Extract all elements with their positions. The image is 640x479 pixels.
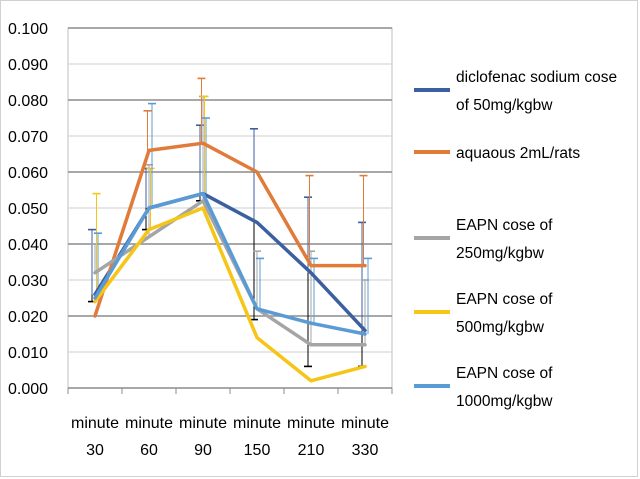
legend-label: EAPN cose of 250mg/kgbw [456,217,553,262]
x-tick-label: minute 330 [341,415,389,459]
y-tick-label: 0.080 [8,93,48,110]
legend-label: EAPN cose of 1000mg/kgbw [456,365,553,410]
y-tick-label: 0.070 [8,129,48,146]
x-tick-label: minute 90 [179,415,227,459]
error-bars [88,77,372,368]
legend-label: EAPN cose of 500mg/kgbw [456,291,553,336]
legend-label: aquaous 2mL/rats [456,145,580,162]
x-tick-label: minute 150 [233,415,281,459]
series-line-4 [93,206,367,383]
y-tick-label: 0.090 [8,57,48,74]
x-tick-label: minute 60 [125,415,173,459]
y-tick-label: 0.100 [8,21,48,38]
y-tick-label: 0.060 [8,165,48,182]
series-line-5 [93,191,367,336]
series-lines [93,141,367,383]
series-line-1 [93,191,367,333]
y-tick-label: 0.010 [8,345,48,362]
y-tick-label: 0.040 [8,237,48,254]
legend-label: diclofenac sodium cose of 50mg/kgbw [456,69,617,114]
x-tick-label: minute 30 [71,415,119,459]
gridlines [67,27,393,394]
x-tick-label: minute 210 [287,415,335,459]
y-tick-label: 0.030 [8,273,48,290]
y-tick-label: 0.020 [8,309,48,326]
y-tick-label: 0.000 [8,381,48,398]
legend: diclofenac sodium cose of 50mg/kgbw aquaou… [414,69,617,410]
y-tick-label: 0.050 [8,201,48,218]
series-line-2 [93,141,367,318]
y-axis-tick-labels: 0.000 0.010 0.020 0.030 0.040 0.050 0.060 0.070… [8,21,48,398]
